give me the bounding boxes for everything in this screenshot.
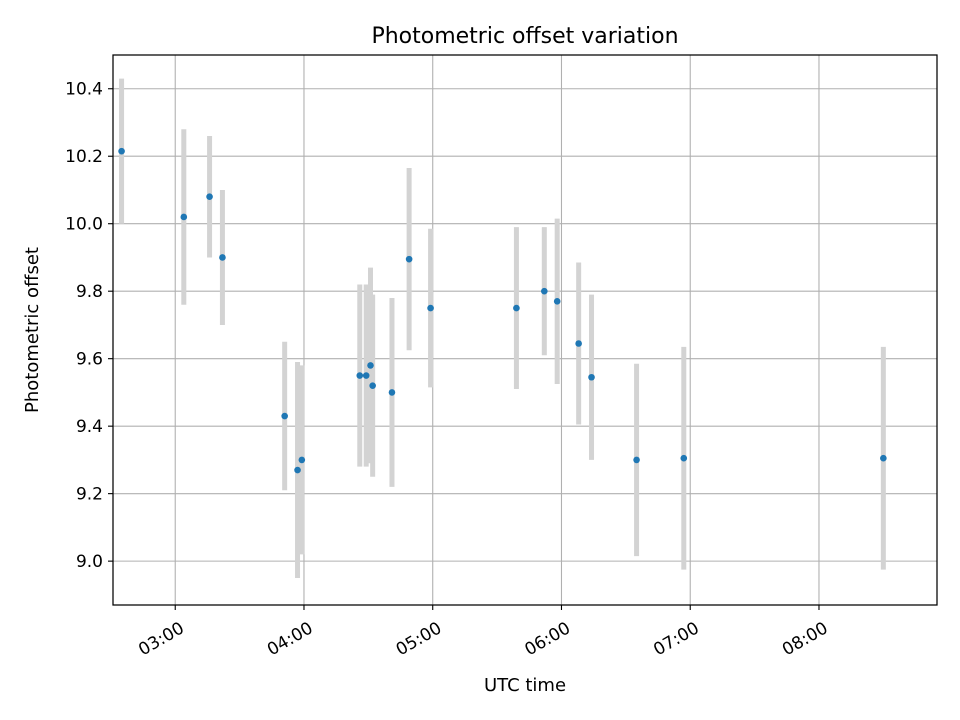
axes-frame <box>112 54 938 606</box>
data-point <box>575 340 582 347</box>
data-point <box>362 372 370 379</box>
x-axis-label: UTC time <box>484 675 566 696</box>
y-tick-label: 9.0 <box>76 552 103 572</box>
data-point <box>588 373 595 381</box>
y-tick-label: 9.4 <box>76 417 103 437</box>
data-point <box>369 382 376 389</box>
data-point <box>298 456 306 464</box>
data-point <box>219 254 226 261</box>
data-point <box>281 412 288 420</box>
x-tick-label: 05:00 <box>393 618 445 660</box>
y-tick-label: 9.2 <box>76 485 103 505</box>
chart-title: Photometric offset variation <box>371 24 678 49</box>
data-point <box>633 456 640 464</box>
y-tick-label: 9.8 <box>76 282 103 302</box>
data-point <box>405 255 413 263</box>
y-tick-label: 9.6 <box>76 350 103 370</box>
gridlines <box>113 55 937 605</box>
y-tick-label: 10.2 <box>65 147 103 167</box>
x-tick-label: 06:00 <box>522 618 574 660</box>
y-axis-label: Photometric offset <box>22 247 43 413</box>
data-point <box>680 454 688 462</box>
data-point <box>427 304 434 312</box>
y-tick-label: 10.0 <box>65 215 103 235</box>
data-point <box>206 193 213 201</box>
data-point <box>513 304 520 312</box>
data-point <box>388 389 396 396</box>
data-points <box>118 147 887 474</box>
data-point <box>880 454 887 462</box>
x-tick-label: 07:00 <box>650 618 702 660</box>
data-point <box>118 147 125 155</box>
data-point <box>541 287 548 295</box>
axis-ticks: 03:00 04:00 05:00 06:00 07:00 08:00 9.0 9.2 9.4 9… <box>65 80 831 660</box>
error-bars <box>119 78 886 579</box>
x-tick-label: 04:00 <box>264 618 316 660</box>
data-point <box>180 213 188 221</box>
x-tick-label: 08:00 <box>779 618 831 660</box>
data-point <box>294 466 301 474</box>
x-tick-label: 03:00 <box>135 618 187 660</box>
data-point <box>553 298 561 305</box>
data-point <box>356 372 364 379</box>
y-tick-label: 10.4 <box>65 80 103 100</box>
data-point <box>367 362 374 369</box>
